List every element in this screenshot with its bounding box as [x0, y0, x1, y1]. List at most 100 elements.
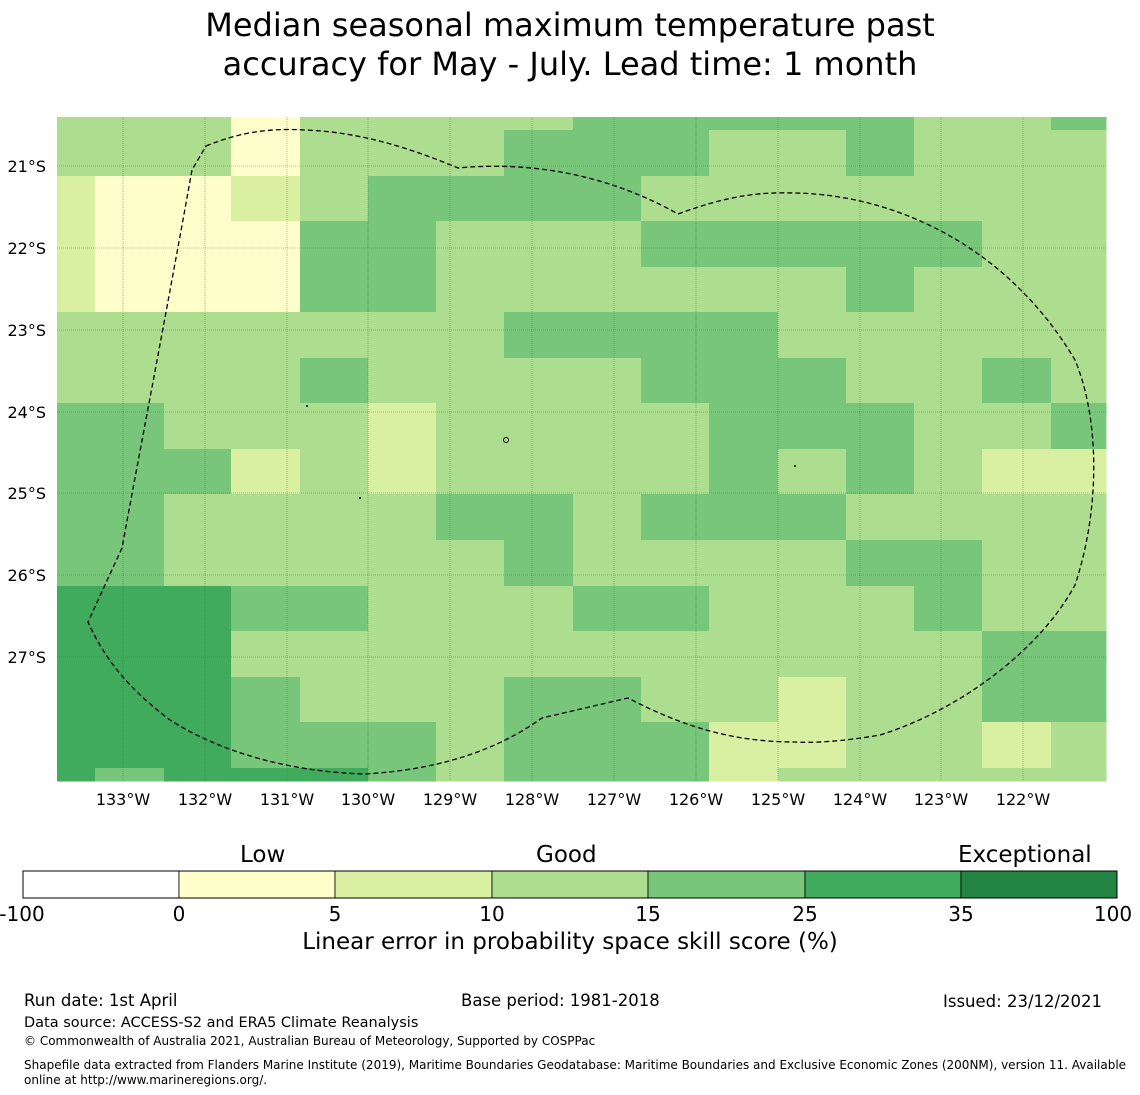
copyright: © Commonwealth of Australia 2021, Austra…	[24, 1034, 596, 1048]
colorbar-tick: 5	[328, 902, 342, 926]
grid-cell	[778, 586, 847, 632]
grid-cell	[368, 631, 437, 678]
grid-cell	[641, 403, 710, 450]
colorbar-category-low: Low	[240, 842, 286, 868]
grid-cell	[436, 176, 505, 222]
grid-cell	[300, 130, 369, 177]
grid-cell	[95, 449, 165, 495]
latitude-labels: 21°S 22°S 23°S 24°S 25°S 26°S 27°S	[7, 157, 46, 667]
grid-cell	[57, 768, 96, 782]
longitude-label: 124°W	[833, 790, 888, 809]
grid-cell	[778, 403, 847, 450]
colorbar-tick: 0	[172, 902, 186, 926]
grid-cell	[778, 449, 847, 495]
grid-cell	[57, 631, 96, 678]
grid-cell	[709, 117, 779, 131]
grid-cell	[57, 358, 96, 404]
grid-cell	[95, 312, 165, 359]
grid-cell	[436, 358, 505, 404]
eez-boundary	[87, 128, 1095, 775]
colorbar-tick: 10	[479, 902, 505, 926]
grid-cell	[846, 722, 915, 769]
grid-cell	[231, 117, 301, 131]
grid-cell	[368, 312, 437, 359]
grid-cell	[436, 631, 505, 678]
grid-cell	[846, 130, 915, 177]
grid-cell	[914, 540, 983, 587]
grid-cell	[641, 117, 710, 131]
grid-cell	[164, 449, 232, 495]
grid-cell	[504, 631, 574, 678]
grid-cell	[709, 312, 779, 359]
colorbar-segment	[647, 870, 806, 899]
colorbar-title: Linear error in probability space skill …	[302, 929, 838, 955]
grid-cell	[778, 312, 847, 359]
grid-cell	[504, 494, 574, 541]
grid-cell	[709, 130, 779, 177]
grid-cell	[231, 358, 301, 404]
grid-cell	[1051, 117, 1107, 131]
latitude-label: 27°S	[7, 648, 46, 667]
grid-cell	[709, 221, 779, 268]
grid-cell	[709, 722, 779, 769]
grid-cell	[231, 403, 301, 450]
grid-cell	[573, 312, 642, 359]
grid-cell	[641, 130, 710, 177]
grid-cell	[1051, 312, 1107, 359]
longitude-label: 128°W	[505, 790, 560, 809]
grid-cell	[778, 540, 847, 587]
grid-cell	[573, 130, 642, 177]
grid-cell	[231, 221, 301, 268]
grid-cell	[641, 267, 710, 313]
grid-cell	[368, 540, 437, 587]
grid-cell	[1051, 267, 1107, 313]
grid-cell	[504, 312, 574, 359]
grid-cell	[641, 631, 710, 678]
grid-cell	[164, 117, 232, 131]
grid-cell	[709, 631, 779, 678]
grid-cell	[368, 449, 437, 495]
grid-cell	[436, 221, 505, 268]
longitude-label: 132°W	[178, 790, 233, 809]
grid-cell	[982, 449, 1052, 495]
grid-cell	[95, 768, 165, 782]
grid-cell	[846, 176, 915, 222]
grid-cell	[982, 221, 1052, 268]
grid-cell	[641, 722, 710, 769]
grid-cell	[95, 677, 165, 723]
grid-cell	[778, 768, 847, 782]
grid-cell	[95, 540, 165, 587]
grid-cell	[641, 312, 710, 359]
islands	[306, 405, 796, 499]
grid-cell	[504, 358, 574, 404]
grid-cell	[231, 677, 301, 723]
grid-cell	[778, 631, 847, 678]
grid-cell	[641, 176, 710, 222]
grid-cell	[300, 312, 369, 359]
grid-cell	[504, 130, 574, 177]
grid-cell	[231, 631, 301, 678]
grid-cell	[300, 677, 369, 723]
grid-cell	[231, 722, 301, 769]
grid-cell	[709, 677, 779, 723]
grid-cell	[95, 130, 165, 177]
grid-cell	[164, 540, 232, 587]
grid-cell	[641, 540, 710, 587]
grid-cell	[914, 631, 983, 678]
grid-cell	[436, 540, 505, 587]
grid-cell	[231, 312, 301, 359]
grid-cell	[914, 403, 983, 450]
grid-cell	[57, 312, 96, 359]
longitude-label: 127°W	[587, 790, 642, 809]
grid-cell	[57, 677, 96, 723]
grid-cell	[982, 494, 1052, 541]
grid-cell	[95, 631, 165, 678]
grid-cell	[368, 768, 437, 782]
grid-cell	[573, 403, 642, 450]
longitude-label: 126°W	[669, 790, 724, 809]
grid-cell	[368, 494, 437, 541]
latitude-label: 21°S	[7, 157, 46, 176]
grid-cell	[914, 449, 983, 495]
grid-cell	[1051, 221, 1107, 268]
grid-cell	[846, 403, 915, 450]
